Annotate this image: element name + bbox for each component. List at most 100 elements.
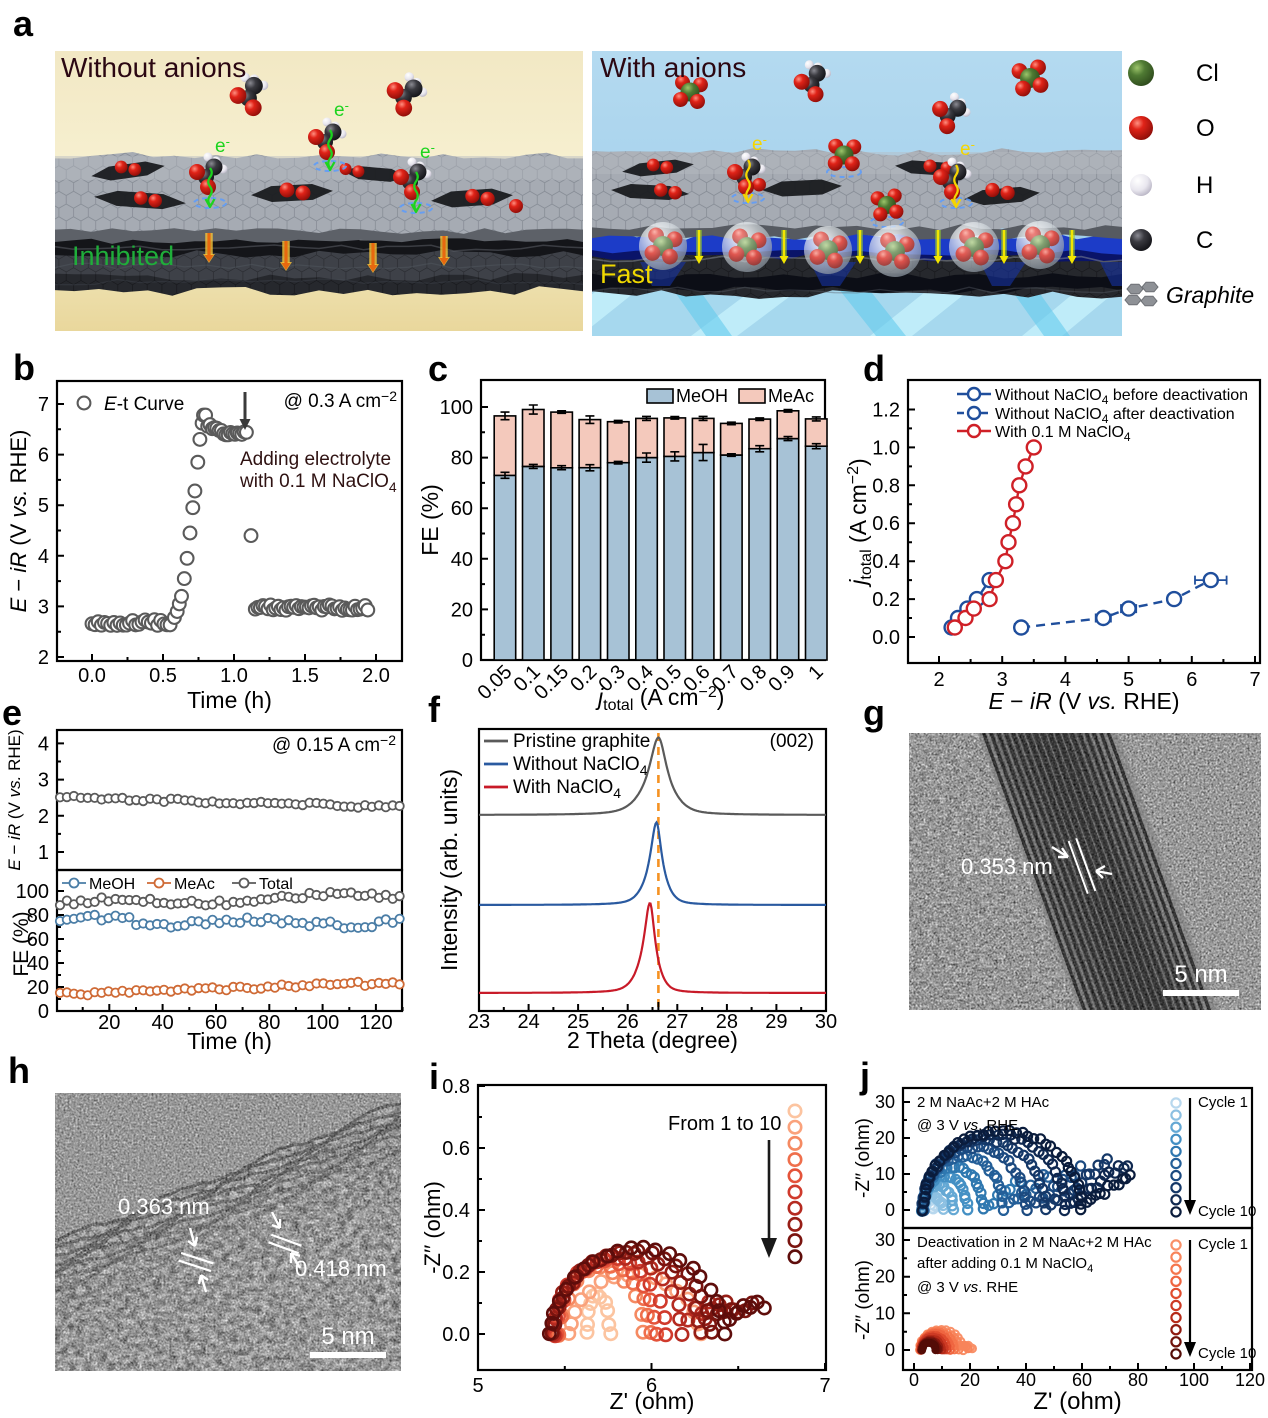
svg-text:-Z′′ (ohm): -Z′′ (ohm) — [853, 1260, 874, 1340]
svg-text:(002): (002) — [770, 731, 814, 752]
svg-text:1.5: 1.5 — [291, 665, 319, 687]
svg-text:-Z′′ (ohm): -Z′′ (ohm) — [420, 1181, 445, 1274]
svg-text:0.0: 0.0 — [442, 1324, 470, 1346]
svg-text:4: 4 — [38, 546, 49, 568]
svg-text:1.0: 1.0 — [220, 665, 248, 687]
svg-text:0.15: 0.15 — [530, 661, 573, 704]
svg-text:1.2: 1.2 — [872, 400, 900, 422]
svg-text:29: 29 — [765, 1011, 787, 1033]
svg-text:120: 120 — [1235, 1370, 1265, 1390]
svg-text:10: 10 — [875, 1164, 895, 1184]
svg-text:120: 120 — [359, 1012, 392, 1034]
svg-text:30: 30 — [875, 1092, 895, 1112]
svg-text:e: e — [2, 692, 22, 733]
svg-text:2: 2 — [933, 669, 944, 691]
svg-text:From 1 to 10: From 1 to 10 — [668, 1113, 781, 1135]
svg-text:Fast: Fast — [600, 259, 653, 289]
svg-text:0.2: 0.2 — [872, 589, 900, 611]
svg-text:6: 6 — [38, 445, 49, 467]
svg-text:23: 23 — [468, 1011, 490, 1033]
svg-text:Adding electrolyte: Adding electrolyte — [240, 449, 391, 470]
svg-text:5: 5 — [472, 1375, 483, 1397]
svg-text:0.0: 0.0 — [78, 665, 106, 687]
svg-text:20: 20 — [875, 1267, 895, 1287]
svg-text:80: 80 — [258, 1012, 280, 1034]
svg-text:5 nm: 5 nm — [1174, 961, 1227, 988]
svg-text:0.4: 0.4 — [442, 1200, 470, 1222]
svg-text:Without NaClO4 after deactivat: Without NaClO4 after deactivation — [995, 406, 1235, 426]
svg-text:0.6: 0.6 — [872, 513, 900, 535]
svg-text:10: 10 — [875, 1303, 895, 1323]
svg-text:0.8: 0.8 — [872, 475, 900, 497]
svg-text:40: 40 — [1016, 1370, 1036, 1390]
svg-text:0: 0 — [909, 1370, 919, 1390]
svg-text:Total: Total — [259, 876, 293, 893]
svg-text:Without NaClO4: Without NaClO4 — [513, 754, 648, 778]
svg-text:20: 20 — [98, 1012, 120, 1034]
svg-text:0.353 nm: 0.353 nm — [961, 854, 1053, 879]
svg-text:Cycle 10: Cycle 10 — [1198, 1203, 1256, 1220]
svg-text:0.6: 0.6 — [442, 1138, 470, 1160]
svg-text:@ 3 V vs. RHE: @ 3 V vs. RHE — [917, 1117, 1018, 1134]
svg-text:1.0: 1.0 — [872, 437, 900, 459]
svg-text:O: O — [1196, 115, 1215, 142]
svg-text:C: C — [1196, 227, 1213, 254]
svg-text:@ 3 V vs. RHE: @ 3 V vs. RHE — [917, 1279, 1018, 1296]
svg-text:i: i — [429, 1056, 439, 1097]
svg-text:@ 0.3 A cm−2: @ 0.3 A cm−2 — [284, 388, 398, 412]
svg-text:Without NaClO4 before deactiva: Without NaClO4 before deactivation — [995, 387, 1248, 407]
svg-text:28: 28 — [716, 1011, 738, 1033]
svg-text:Cycle 1: Cycle 1 — [1198, 1094, 1248, 1111]
svg-text:0.5: 0.5 — [149, 665, 177, 687]
svg-text:24: 24 — [517, 1011, 539, 1033]
svg-text:jtotal (A cm−2): jtotal (A cm−2) — [595, 684, 724, 714]
svg-text:80: 80 — [27, 905, 49, 927]
svg-text:0: 0 — [462, 650, 473, 672]
svg-text:25: 25 — [567, 1011, 589, 1033]
svg-text:Cycle 1: Cycle 1 — [1198, 1236, 1248, 1253]
svg-text:80: 80 — [1128, 1370, 1148, 1390]
svg-text:5 nm: 5 nm — [321, 1323, 374, 1350]
svg-text:With anions: With anions — [600, 52, 746, 83]
svg-text:7: 7 — [819, 1375, 830, 1397]
svg-text:Without anions: Without anions — [61, 52, 246, 83]
svg-text:Cycle 10: Cycle 10 — [1198, 1345, 1256, 1362]
svg-text:-Z′′ (ohm): -Z′′ (ohm) — [853, 1118, 874, 1198]
svg-text:40: 40 — [151, 1012, 173, 1034]
svg-text:MeAc: MeAc — [174, 876, 215, 893]
svg-text:0.05: 0.05 — [473, 661, 516, 704]
svg-text:60: 60 — [451, 498, 473, 520]
svg-text:Cl: Cl — [1196, 60, 1219, 87]
svg-text:4: 4 — [38, 733, 49, 755]
svg-text:0.9: 0.9 — [764, 661, 799, 696]
svg-text:Z' (ohm): Z' (ohm) — [1033, 1388, 1122, 1415]
svg-text:With NaClO4: With NaClO4 — [513, 777, 621, 801]
svg-text:40: 40 — [451, 549, 473, 571]
svg-text:FE (%): FE (%) — [10, 911, 33, 976]
svg-text:0: 0 — [885, 1200, 895, 1220]
svg-text:20: 20 — [875, 1128, 895, 1148]
svg-text:E − iR (V vs. RHE): E − iR (V vs. RHE) — [6, 430, 31, 613]
svg-text:2: 2 — [38, 806, 49, 828]
svg-text:2 M NaAc+2 M HAc: 2 M NaAc+2 M HAc — [917, 1094, 1050, 1111]
svg-text:60: 60 — [1072, 1370, 1092, 1390]
svg-text:5: 5 — [38, 495, 49, 517]
svg-text:100: 100 — [1179, 1370, 1209, 1390]
svg-text:20: 20 — [451, 599, 473, 621]
svg-text:27: 27 — [666, 1011, 688, 1033]
svg-text:1: 1 — [38, 842, 49, 864]
svg-text:0: 0 — [885, 1340, 895, 1360]
svg-text:20: 20 — [27, 977, 49, 999]
svg-text:c: c — [428, 348, 448, 389]
svg-text:Pristine graphite: Pristine graphite — [513, 731, 650, 752]
svg-text:Time (h): Time (h) — [187, 687, 272, 713]
svg-text:60: 60 — [27, 929, 49, 951]
svg-text:@ 0.15 A cm−2: @ 0.15 A cm−2 — [272, 732, 396, 756]
svg-text:Deactivation in 2 M NaAc+2 M H: Deactivation in 2 M NaAc+2 M HAc — [917, 1234, 1152, 1251]
svg-text:30: 30 — [815, 1011, 837, 1033]
svg-text:0.2: 0.2 — [442, 1262, 470, 1284]
svg-text:a: a — [13, 3, 34, 44]
svg-text:1: 1 — [804, 661, 827, 684]
svg-text:FE (%): FE (%) — [417, 484, 443, 556]
svg-text:h: h — [8, 1050, 30, 1091]
